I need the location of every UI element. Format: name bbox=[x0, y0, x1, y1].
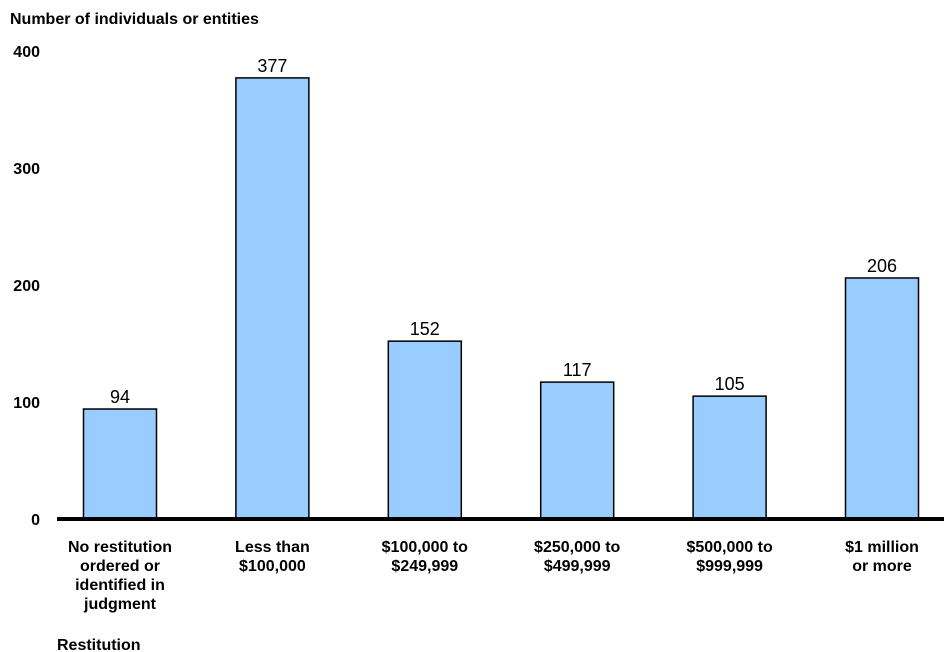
bar bbox=[693, 396, 766, 519]
bar bbox=[84, 409, 157, 519]
x-category-line: $1 million bbox=[845, 539, 919, 556]
y-tick-label: 400 bbox=[13, 44, 40, 61]
bar-value-label: 94 bbox=[110, 387, 130, 407]
x-axis-label: Restitution bbox=[57, 637, 141, 652]
x-category-label: Less than $100,000 bbox=[235, 539, 310, 575]
x-category-line: identified in bbox=[75, 577, 165, 594]
bar bbox=[846, 278, 919, 519]
x-category-line: No restitution bbox=[68, 539, 172, 556]
x-category-line: $999,999 bbox=[696, 558, 763, 575]
x-category-line: $499,999 bbox=[544, 558, 611, 575]
x-category-line: $500,000 to bbox=[686, 539, 773, 556]
x-category-label: $100,000 to $249,999 bbox=[382, 539, 469, 575]
x-category-line: $250,000 to bbox=[534, 539, 621, 556]
x-category-line: $100,000 bbox=[239, 558, 306, 575]
x-category-label: $500,000 to $999,999 bbox=[686, 539, 773, 575]
y-axis-ticks: 0 100 200 300 400 bbox=[13, 44, 40, 529]
y-tick-label: 0 bbox=[31, 512, 40, 529]
y-tick-label: 200 bbox=[13, 278, 40, 295]
x-category-line: $100,000 to bbox=[382, 539, 469, 556]
y-tick-label: 100 bbox=[13, 395, 40, 412]
y-axis-label: Number of individuals or entities bbox=[10, 11, 259, 28]
x-category-line: judgment bbox=[83, 596, 157, 613]
bar-value-label: 377 bbox=[257, 56, 287, 76]
x-category-line: or more bbox=[852, 558, 912, 575]
bar-value-label: 206 bbox=[867, 256, 897, 276]
bars: 94 377 152 117 105 206 bbox=[84, 56, 919, 519]
x-category-line: Less than bbox=[235, 539, 310, 556]
x-category-label: No restitution ordered or identified in jud… bbox=[68, 539, 172, 613]
x-category-line: ordered or bbox=[80, 558, 160, 575]
y-tick-label: 300 bbox=[13, 161, 40, 178]
x-category-label: $1 million or more bbox=[845, 539, 919, 575]
bar-value-label: 152 bbox=[410, 319, 440, 339]
bar bbox=[541, 382, 614, 519]
bar bbox=[388, 341, 461, 519]
x-axis-categories: No restitution ordered or identified in jud… bbox=[68, 539, 919, 613]
bar-value-label: 117 bbox=[563, 360, 592, 380]
x-category-label: $250,000 to $499,999 bbox=[534, 539, 621, 575]
bar bbox=[236, 78, 309, 519]
bar-value-label: 105 bbox=[715, 374, 745, 394]
x-category-line: $249,999 bbox=[391, 558, 458, 575]
